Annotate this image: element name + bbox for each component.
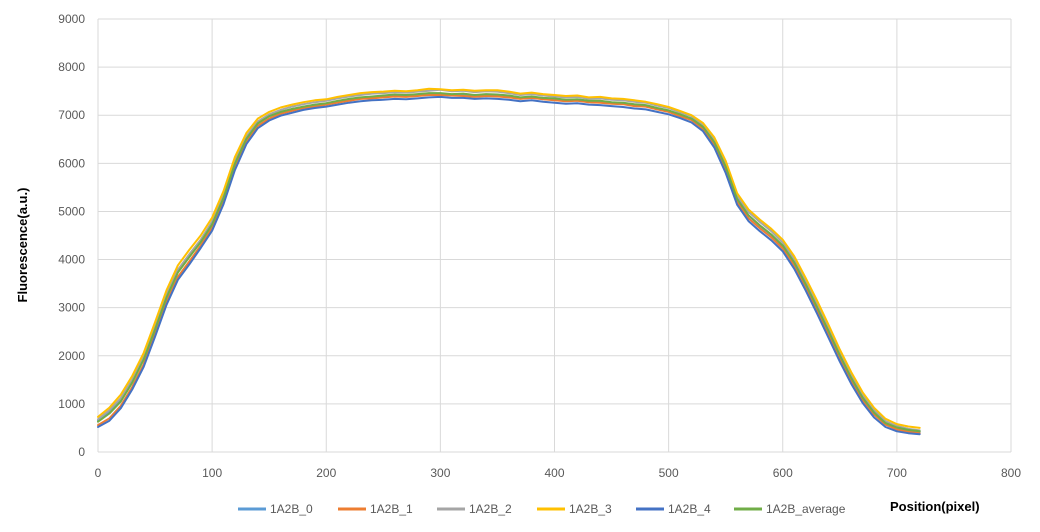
y-tick-label: 3000	[58, 301, 85, 315]
legend-label: 1A2B_0	[270, 502, 313, 516]
y-tick-label: 1000	[58, 397, 85, 411]
y-tick-label: 8000	[58, 60, 85, 74]
series-line-1a2b-4	[97, 95, 921, 436]
x-tick-label: 300	[430, 466, 450, 480]
y-tick-label: 2000	[58, 349, 85, 363]
x-tick-label: 400	[544, 466, 564, 480]
x-tick-label: 500	[659, 466, 679, 480]
legend-label: 1A2B_1	[370, 502, 413, 516]
y-tick-label: 9000	[58, 12, 85, 26]
y-tick-label: 5000	[58, 204, 85, 218]
legend-label: 1A2B_average	[766, 502, 846, 516]
y-tick-label: 4000	[58, 253, 85, 267]
y-tick-label: 0	[78, 445, 85, 459]
y-axis-title: Fluorescence(a.u.)	[15, 188, 30, 303]
x-axis-title: Position(pixel)	[890, 499, 980, 514]
x-tick-label: 800	[1001, 466, 1021, 480]
x-tick-label: 600	[773, 466, 793, 480]
series-line-1a2b-average	[97, 92, 921, 433]
series-line-1a2b-3	[97, 87, 921, 429]
x-axis-ticks: 0 100 200 300 400 500 600 700 800	[95, 466, 1022, 480]
x-tick-label: 0	[95, 466, 102, 480]
x-tick-label: 100	[202, 466, 222, 480]
series-lines	[97, 87, 921, 436]
x-tick-label: 700	[887, 466, 907, 480]
series-line-1a2b-1	[97, 94, 921, 435]
y-tick-label: 7000	[58, 108, 85, 122]
series-line-1a2b-2	[97, 88, 921, 432]
x-tick-label: 200	[316, 466, 336, 480]
legend: 1A2B_0 1A2B_1 1A2B_2 1A2B_3 1A2B_4 1A2B_avera…	[238, 502, 846, 516]
y-tick-label: 6000	[58, 156, 85, 170]
legend-label: 1A2B_4	[668, 502, 711, 516]
legend-label: 1A2B_3	[569, 502, 612, 516]
legend-label: 1A2B_2	[469, 502, 512, 516]
y-axis-ticks: 0 1000 2000 3000 4000 5000 6000 7000 8000 9000	[58, 12, 85, 459]
gridlines	[97, 18, 1012, 453]
